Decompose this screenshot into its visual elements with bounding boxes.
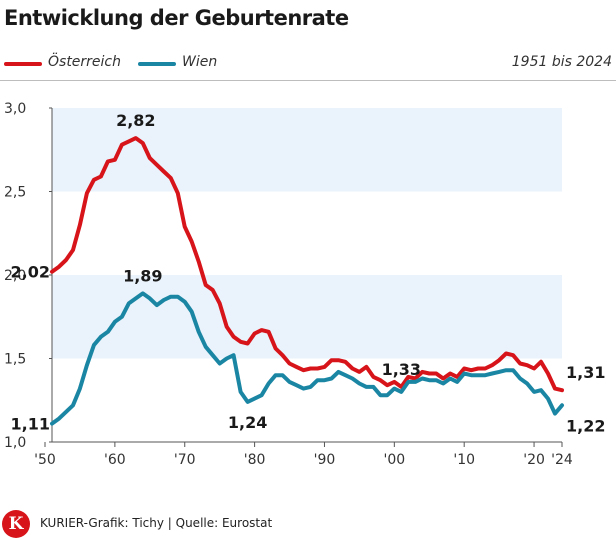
data-label: 1,31 <box>566 363 605 382</box>
legend: Österreich Wien 1951 bis 2024 <box>0 52 616 74</box>
series-line-vienna <box>50 291 564 426</box>
legend-date-range: 1951 bis 2024 <box>511 54 612 70</box>
y-tick-label: 2,0 <box>4 268 26 284</box>
y-tick-label: 2,5 <box>4 185 26 201</box>
data-label: 1,33 <box>382 360 421 379</box>
y-tick-label: 1,0 <box>4 435 26 451</box>
data-label: 1,22 <box>566 416 605 435</box>
data-label: 2,02 <box>11 263 50 282</box>
x-tick-label: '90 <box>314 452 336 468</box>
legend-label-vienna: Wien <box>182 54 218 70</box>
line-chart: 1,0 1,5 2,0 2,5 3,0 '50 '60 '70 '80 '90 '00 '10 '20 '… <box>4 101 605 468</box>
band-1 <box>52 108 562 192</box>
x-tick-label: '70 <box>174 452 196 468</box>
footer: K KURIER-Grafik: Tichy | Quelle: Eurosta… <box>0 498 616 540</box>
series-line-austria <box>50 136 564 393</box>
data-label: 2,82 <box>116 111 155 130</box>
x-tick-label: '24 <box>551 452 573 468</box>
kurier-logo: K <box>2 510 30 538</box>
data-label: 1,11 <box>11 415 50 434</box>
header-divider <box>0 80 616 81</box>
x-tick-label: '60 <box>104 452 126 468</box>
legend-label-austria: Österreich <box>48 54 122 70</box>
x-tick-label: '80 <box>244 452 266 468</box>
x-tick-label: '20 <box>523 452 545 468</box>
chart-title: Entwicklung der Geburtenrate <box>4 6 349 30</box>
x-tick-label: '00 <box>383 452 405 468</box>
x-tick-label: '10 <box>453 452 475 468</box>
legend-swatch-vienna <box>138 62 176 66</box>
x-tick-label: '50 <box>34 452 56 468</box>
y-tick-label: 3,0 <box>4 101 26 117</box>
data-label: 1,89 <box>123 266 162 285</box>
source-credit: KURIER-Grafik: Tichy | Quelle: Eurostat <box>40 516 273 530</box>
data-label: 1,24 <box>228 413 267 432</box>
band-0 <box>52 275 562 359</box>
y-tick-label: 1,5 <box>4 352 26 368</box>
legend-swatch-austria <box>4 62 42 66</box>
